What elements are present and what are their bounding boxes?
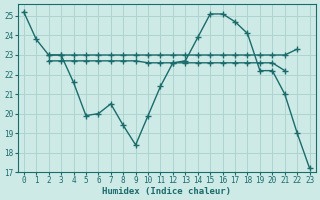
X-axis label: Humidex (Indice chaleur): Humidex (Indice chaleur)	[102, 187, 231, 196]
